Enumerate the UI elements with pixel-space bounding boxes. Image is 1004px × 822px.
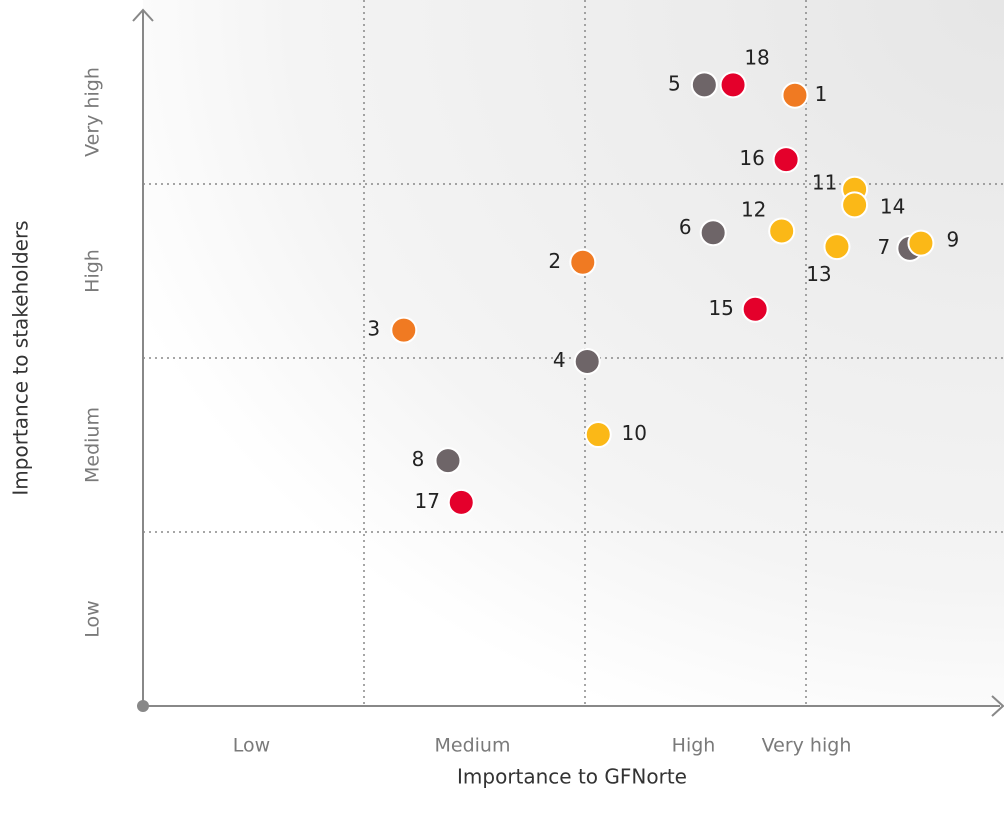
point-label: 17: [415, 489, 440, 513]
point-label: 13: [806, 262, 831, 286]
x-level-label: Medium: [435, 735, 511, 757]
point-label: 3: [367, 317, 380, 341]
point-label: 8: [412, 447, 425, 471]
point-label: 14: [880, 194, 905, 218]
y-level-label: Medium: [82, 407, 104, 483]
point: [772, 146, 800, 174]
background: [143, 0, 1004, 706]
grid: [143, 0, 1004, 706]
point: [781, 81, 809, 109]
point-label: 6: [679, 215, 692, 239]
y-level-label: High: [82, 249, 104, 293]
x-level-label: Very high: [762, 735, 852, 757]
point: [719, 71, 747, 99]
point: [573, 347, 601, 375]
y-title: Importance to stakeholders: [9, 220, 33, 495]
point-label: 7: [878, 235, 891, 259]
point-label: 2: [548, 249, 561, 273]
point: [907, 229, 935, 257]
axes: [132, 8, 1004, 717]
point: [434, 447, 462, 475]
point-label: 18: [744, 45, 769, 69]
x-arrow: [991, 695, 1004, 717]
point-label: 10: [622, 421, 647, 445]
point: [768, 217, 796, 245]
y-arrow: [132, 8, 154, 22]
x-title: Importance to GFNorte: [457, 765, 687, 789]
point-label: 4: [553, 348, 566, 372]
point-label: 11: [812, 171, 837, 195]
point: [569, 248, 597, 276]
point: [390, 316, 418, 344]
point: [741, 295, 769, 323]
y-level-label: Low: [82, 600, 104, 637]
x-level-label: High: [672, 735, 716, 757]
origin: [137, 700, 149, 712]
point: [447, 488, 475, 516]
point: [584, 421, 612, 449]
point-label: 12: [741, 197, 766, 221]
point-label: 15: [708, 296, 733, 320]
point-label: 5: [668, 71, 681, 95]
point: [823, 233, 851, 261]
x-level-label: Low: [233, 735, 270, 757]
point: [690, 71, 718, 99]
point: [699, 219, 727, 247]
point-label: 1: [815, 82, 828, 106]
point: [841, 191, 869, 219]
point-label: 9: [947, 228, 960, 252]
point-label: 16: [739, 146, 764, 170]
y-level-label: Very high: [82, 67, 104, 157]
